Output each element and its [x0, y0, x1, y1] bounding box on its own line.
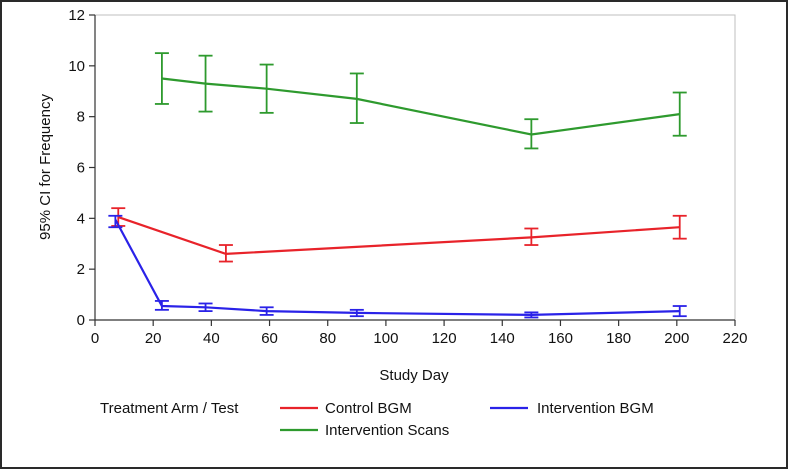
error-bar: [524, 227, 539, 246]
x-tick-label: 80: [319, 330, 336, 347]
series-line: [117, 216, 680, 256]
legend-label: Intervention BGM: [537, 400, 654, 417]
x-axis-ticks: 0 20 40 60 80 100 120 140 160 180 200 220: [91, 320, 748, 347]
error-bar: [218, 244, 233, 263]
y-tick-label: 6: [77, 160, 85, 177]
x-axis-title: Study Day: [379, 367, 449, 384]
y-tick-label: 12: [68, 7, 85, 24]
x-tick-label: 100: [373, 330, 398, 347]
x-tick-label: 60: [261, 330, 278, 347]
legend-title: Treatment Arm / Test: [100, 400, 239, 417]
x-tick-label: 0: [91, 330, 99, 347]
error-bar: [349, 72, 364, 124]
error-bar: [672, 91, 687, 137]
y-axis-ticks: 0 2 4 6 8 10 12: [68, 7, 95, 329]
legend-item: Control BGM: [280, 400, 412, 417]
series-intervention-bgm: [108, 214, 687, 319]
legend-item: Intervention Scans: [280, 422, 449, 439]
y-tick-label: 8: [77, 109, 85, 126]
x-tick-label: 220: [722, 330, 747, 347]
error-bar: [198, 54, 213, 113]
series-intervention-scans: [154, 52, 687, 150]
error-bar: [108, 214, 123, 229]
error-bar: [259, 306, 274, 316]
x-tick-label: 200: [664, 330, 689, 347]
legend-label: Intervention Scans: [325, 422, 449, 439]
legend-item: Intervention BGM: [490, 400, 654, 417]
x-tick-label: 160: [548, 330, 573, 347]
x-tick-label: 120: [432, 330, 457, 347]
error-bar: [672, 305, 687, 318]
error-bar: [198, 302, 213, 313]
series-line: [161, 77, 680, 136]
series-layer: [108, 52, 687, 319]
y-tick-label: 0: [77, 312, 85, 329]
x-tick-label: 20: [145, 330, 162, 347]
x-tick-label: 140: [490, 330, 515, 347]
error-bar: [349, 308, 364, 318]
error-bar: [259, 63, 274, 114]
error-bar: [524, 118, 539, 150]
legend-label: Control BGM: [325, 400, 412, 417]
plot-area-frame: [94, 14, 736, 321]
error-bar: [154, 300, 169, 311]
y-tick-label: 2: [77, 261, 85, 278]
x-tick-label: 40: [203, 330, 220, 347]
x-tick-label: 180: [606, 330, 631, 347]
series-control-bgm: [111, 207, 687, 263]
error-bar: [672, 214, 687, 240]
legend: Treatment Arm / Test Control BGM Interven…: [100, 400, 654, 439]
y-tick-label: 10: [68, 58, 85, 75]
y-tick-label: 4: [77, 210, 85, 227]
error-bar: [524, 311, 539, 319]
error-bar: [154, 52, 169, 105]
y-axis-title: 95% CI for Frequency: [37, 94, 54, 240]
